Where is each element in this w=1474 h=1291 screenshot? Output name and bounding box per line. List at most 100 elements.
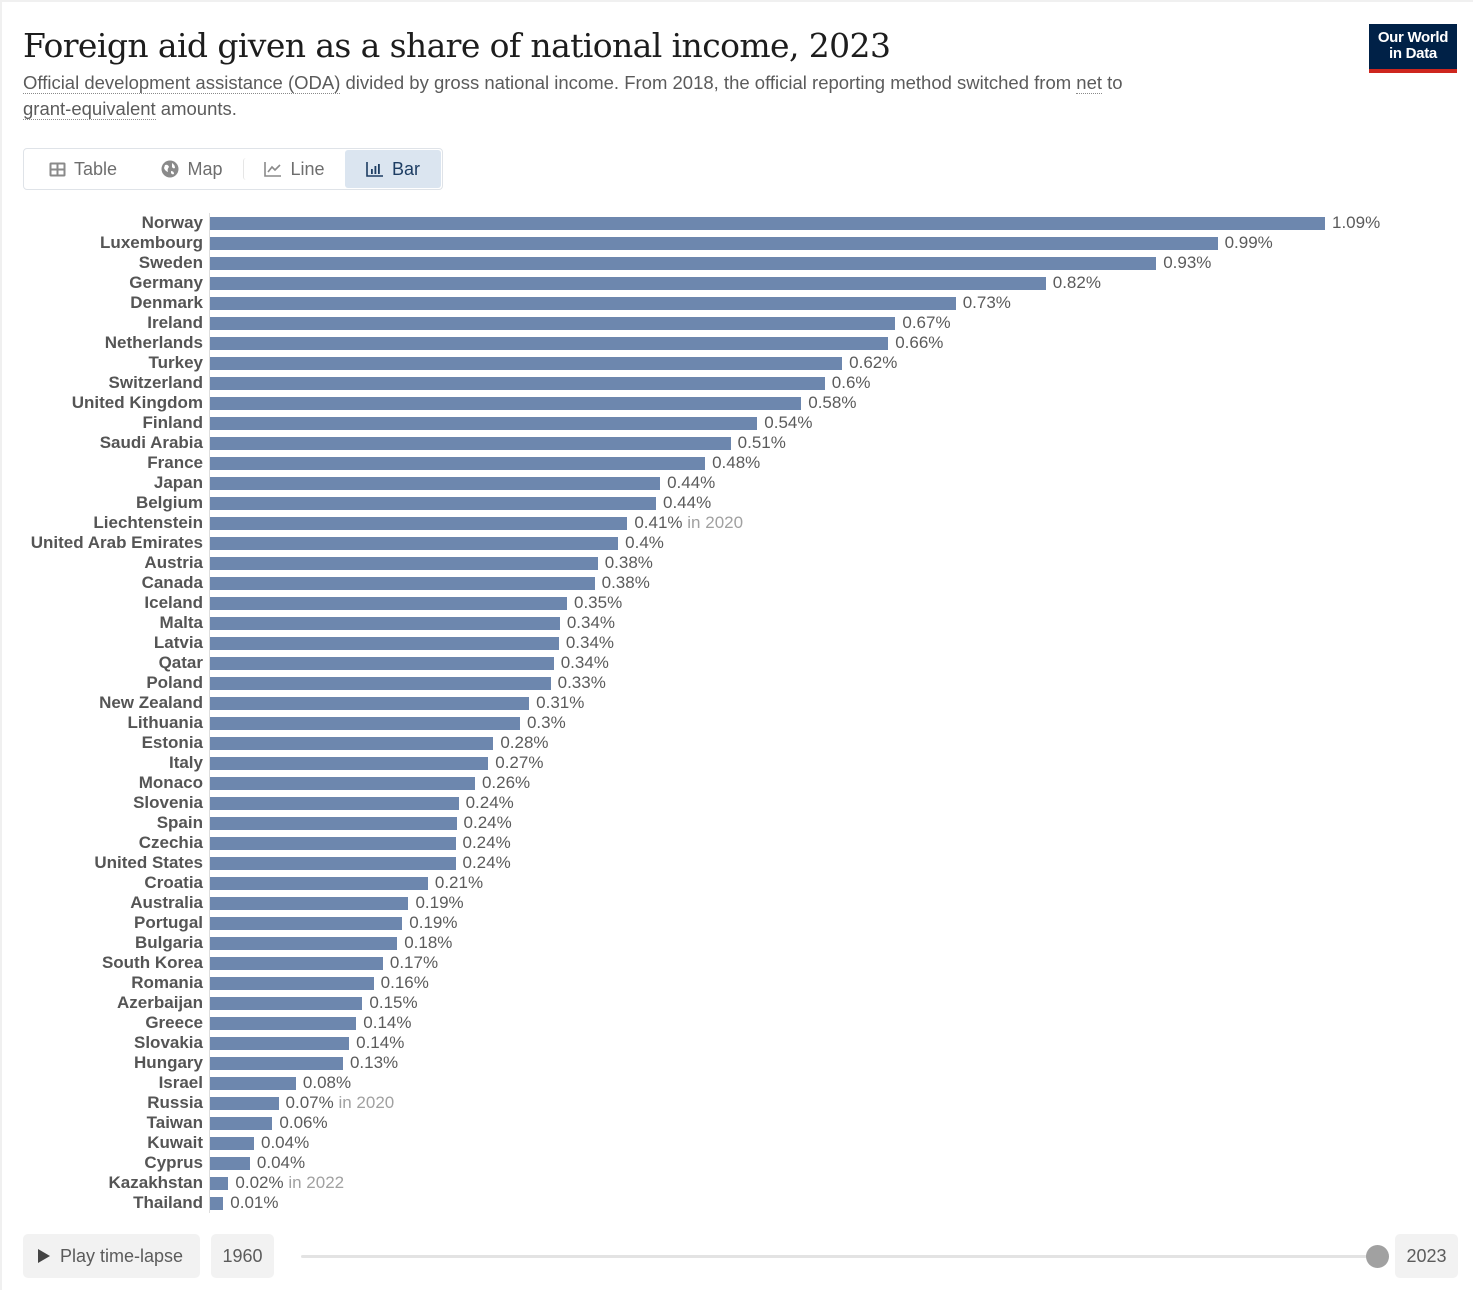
bar-row[interactable]: Czechia 0.24% <box>0 833 1474 853</box>
bar-row[interactable]: Germany 0.82% <box>0 273 1474 293</box>
bar[interactable] <box>210 857 456 870</box>
net-definition-link[interactable]: net <box>1076 72 1103 94</box>
bar-row[interactable]: Taiwan 0.06% <box>0 1113 1474 1133</box>
bar-row[interactable]: Iceland 0.35% <box>0 593 1474 613</box>
bar[interactable] <box>210 1097 279 1110</box>
bar[interactable] <box>210 437 731 450</box>
grant-equivalent-definition-link[interactable]: grant-equivalent <box>23 98 156 120</box>
bar[interactable] <box>210 817 457 830</box>
bar[interactable] <box>210 417 758 430</box>
bar[interactable] <box>210 277 1046 290</box>
bar-row[interactable]: Estonia 0.28% <box>0 733 1474 753</box>
bar-row[interactable]: Spain 0.24% <box>0 813 1474 833</box>
bar[interactable] <box>210 557 598 570</box>
bar-row[interactable]: United Arab Emirates 0.4% <box>0 533 1474 553</box>
start-year-label[interactable]: 1960 <box>211 1234 274 1278</box>
bar[interactable] <box>210 457 706 470</box>
bar-row[interactable]: Azerbaijan 0.15% <box>0 993 1474 1013</box>
bar-row[interactable]: Belgium 0.44% <box>0 493 1474 513</box>
bar[interactable] <box>210 577 595 590</box>
bar-row[interactable]: Hungary 0.13% <box>0 1053 1474 1073</box>
timeline-slider-track[interactable] <box>301 1255 1367 1258</box>
owid-logo[interactable]: Our World in Data <box>1369 24 1457 73</box>
bar[interactable] <box>210 877 428 890</box>
bar[interactable] <box>210 1197 224 1210</box>
bar-row[interactable]: Lithuania 0.3% <box>0 713 1474 733</box>
tab-map[interactable]: Map <box>141 150 243 188</box>
bar[interactable] <box>210 497 656 510</box>
bar[interactable] <box>210 397 802 410</box>
bar-row[interactable]: Luxembourg 0.99% <box>0 233 1474 253</box>
bar-row[interactable]: Turkey 0.62% <box>0 353 1474 373</box>
bar-row[interactable]: Russia 0.07% in 2020 <box>0 1093 1474 1113</box>
bar-row[interactable]: Netherlands 0.66% <box>0 333 1474 353</box>
bar-row[interactable]: Saudi Arabia 0.51% <box>0 433 1474 453</box>
bar[interactable] <box>210 637 559 650</box>
bar-row[interactable]: Romania 0.16% <box>0 973 1474 993</box>
bar-row[interactable]: Latvia 0.34% <box>0 633 1474 653</box>
bar-row[interactable]: Sweden 0.93% <box>0 253 1474 273</box>
bar-row[interactable]: United Kingdom 0.58% <box>0 393 1474 413</box>
bar-row[interactable]: Japan 0.44% <box>0 473 1474 493</box>
bar-row[interactable]: Thailand 0.01% <box>0 1193 1474 1213</box>
bar[interactable] <box>210 1077 296 1090</box>
bar-row[interactable]: Qatar 0.34% <box>0 653 1474 673</box>
bar[interactable] <box>210 957 383 970</box>
bar[interactable] <box>210 1157 250 1170</box>
bar-row[interactable]: Bulgaria 0.18% <box>0 933 1474 953</box>
bar-row[interactable]: United States 0.24% <box>0 853 1474 873</box>
bar[interactable] <box>210 337 889 350</box>
bar[interactable] <box>210 737 494 750</box>
bar[interactable] <box>210 317 896 330</box>
tab-line[interactable]: Line <box>243 158 345 180</box>
bar[interactable] <box>210 677 551 690</box>
bar[interactable] <box>210 257 1157 270</box>
bar[interactable] <box>210 797 459 810</box>
bar[interactable] <box>210 597 567 610</box>
bar[interactable] <box>210 837 456 850</box>
bar[interactable] <box>210 1117 273 1130</box>
bar-row[interactable]: Slovenia 0.24% <box>0 793 1474 813</box>
oda-definition-link[interactable]: Official development assistance (ODA) <box>23 72 341 94</box>
bar[interactable] <box>210 217 1325 230</box>
bar-row[interactable]: Greece 0.14% <box>0 1013 1474 1033</box>
bar-row[interactable]: Portugal 0.19% <box>0 913 1474 933</box>
bar-row[interactable]: South Korea 0.17% <box>0 953 1474 973</box>
bar[interactable] <box>210 657 554 670</box>
bar-row[interactable]: Kuwait 0.04% <box>0 1133 1474 1153</box>
bar-row[interactable]: Denmark 0.73% <box>0 293 1474 313</box>
bar-row[interactable]: Kazakhstan 0.02% in 2022 <box>0 1173 1474 1193</box>
bar[interactable] <box>210 377 825 390</box>
bar-row[interactable]: Croatia 0.21% <box>0 873 1474 893</box>
end-year-label[interactable]: 2023 <box>1395 1234 1458 1278</box>
bar-row[interactable]: Malta 0.34% <box>0 613 1474 633</box>
bar-row[interactable]: Switzerland 0.6% <box>0 373 1474 393</box>
bar[interactable] <box>210 617 560 630</box>
bar-row[interactable]: Austria 0.38% <box>0 553 1474 573</box>
bar[interactable] <box>210 1017 357 1030</box>
bar-row[interactable]: France 0.48% <box>0 453 1474 473</box>
bar[interactable] <box>210 477 661 490</box>
bar[interactable] <box>210 917 403 930</box>
bar-row[interactable]: Finland 0.54% <box>0 413 1474 433</box>
bar[interactable] <box>210 717 520 730</box>
bar[interactable] <box>210 237 1218 250</box>
bar-row[interactable]: Slovakia 0.14% <box>0 1033 1474 1053</box>
bar[interactable] <box>210 357 843 370</box>
bar[interactable] <box>210 517 628 530</box>
bar-row[interactable]: Cyprus 0.04% <box>0 1153 1474 1173</box>
bar-row[interactable]: Norway 1.09% <box>0 213 1474 233</box>
bar-row[interactable]: Poland 0.33% <box>0 673 1474 693</box>
tab-bar[interactable]: Bar <box>345 150 441 188</box>
bar[interactable] <box>210 977 374 990</box>
bar-row[interactable]: Liechtenstein 0.41% in 2020 <box>0 513 1474 533</box>
bar-row[interactable]: Monaco 0.26% <box>0 773 1474 793</box>
bar[interactable] <box>210 1137 254 1150</box>
bar[interactable] <box>210 937 398 950</box>
bar-row[interactable]: Canada 0.38% <box>0 573 1474 593</box>
bar-row[interactable]: Australia 0.19% <box>0 893 1474 913</box>
timeline-slider-handle[interactable] <box>1366 1245 1389 1268</box>
bar[interactable] <box>210 757 489 770</box>
bar[interactable] <box>210 1037 350 1050</box>
bar[interactable] <box>210 897 409 910</box>
